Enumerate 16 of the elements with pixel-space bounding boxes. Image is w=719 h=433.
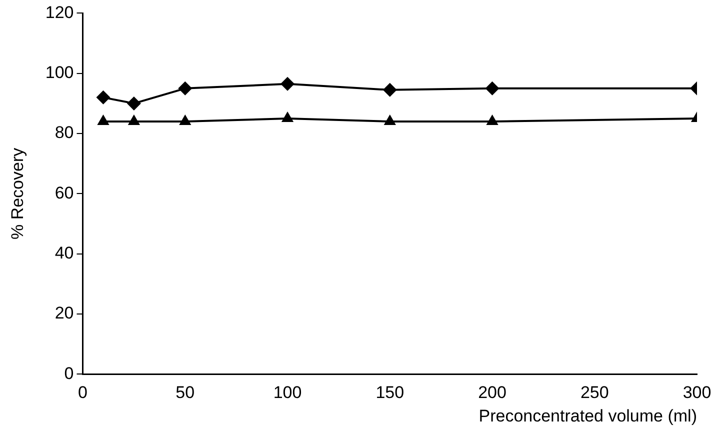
x-tick-label: 200 <box>478 383 506 402</box>
y-tick-label: 120 <box>45 2 74 22</box>
x-axis-title: Preconcentrated volume (ml) <box>478 406 697 426</box>
x-tick-label: 0 <box>78 383 88 402</box>
y-tick-label: 0 <box>64 364 74 383</box>
x-tick-label: 100 <box>273 383 302 402</box>
y-tick-label: 80 <box>54 123 74 142</box>
x-tick-label: 250 <box>580 383 609 402</box>
x-tick-label: 50 <box>176 383 195 402</box>
y-tick-label: 100 <box>45 63 74 82</box>
y-tick-label: 60 <box>54 183 74 202</box>
y-axis-title: % Recovery <box>8 147 27 240</box>
y-tick-label: 40 <box>54 244 74 263</box>
x-tick-label: 150 <box>376 383 404 402</box>
x-tick-label: 300 <box>682 383 712 402</box>
y-tick-label: 20 <box>54 304 74 323</box>
